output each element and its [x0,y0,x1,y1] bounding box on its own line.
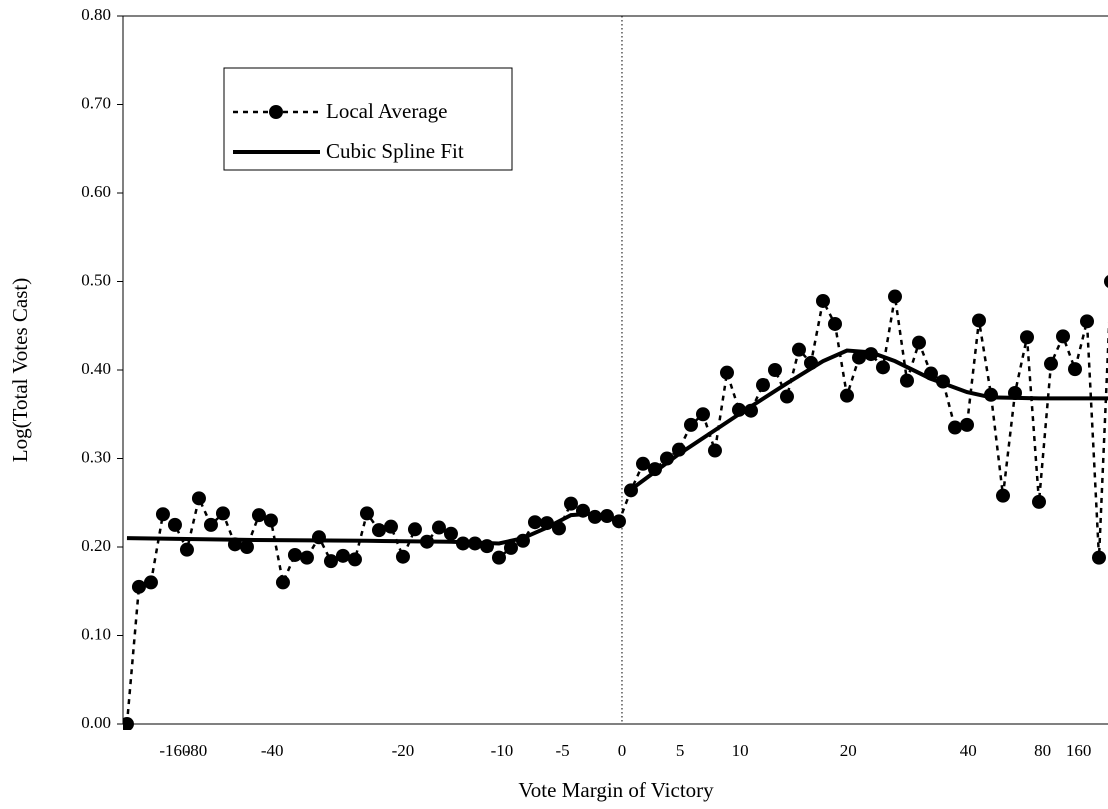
x-tick-label: 20 [840,741,857,760]
data-point [1031,494,1046,509]
x-tick-label: -40 [261,741,284,760]
data-point [131,579,146,594]
x-tick-label: -160 [159,741,190,760]
data-point [791,342,806,357]
data-point [995,488,1010,503]
x-tick-label: -10 [491,741,514,760]
x-tick-label: -5 [555,741,569,760]
x-tick-label: 0 [618,741,627,760]
plot-area [123,16,1108,730]
data-point [335,548,350,563]
x-tick-label: 80 [1034,741,1051,760]
data-point [779,389,794,404]
data-point [1043,356,1058,371]
data-point [123,717,134,730]
legend-label: Local Average [326,99,447,123]
x-tick-label: 10 [732,741,749,760]
legend-label: Cubic Spline Fit [326,139,464,163]
data-point [491,550,506,565]
data-point [707,443,722,458]
data-point [167,517,182,532]
data-point [275,575,290,590]
data-point [1019,330,1034,345]
data-point [875,360,890,375]
data-point [635,456,650,471]
x-tick-label: -20 [392,741,415,760]
data-point [527,515,542,530]
data-point [191,491,206,506]
y-tick-label: 0.40 [81,359,111,378]
data-point [911,335,926,350]
data-point [563,496,578,511]
x-tick-label: 5 [676,741,685,760]
data-point [959,417,974,432]
data-point [263,513,278,528]
y-tick-label: 0.00 [81,713,111,732]
data-point [1067,362,1082,377]
data-point [287,547,302,562]
local-average-line [125,296,1108,725]
data-point [503,540,518,555]
data-point [815,293,830,308]
data-point [215,506,230,521]
data-point [359,506,374,521]
data-point [431,520,446,535]
data-point [683,417,698,432]
x-axis-title: Vote Margin of Victory [518,778,714,802]
y-tick-label: 0.10 [81,624,111,643]
data-point [443,526,458,541]
data-point [947,420,962,435]
data-point [299,550,314,565]
data-point [1104,275,1108,288]
data-point [1079,314,1094,329]
x-tick-label: 160 [1066,741,1092,760]
data-point [203,517,218,532]
data-point [695,407,710,422]
y-tick-label: 0.30 [81,447,111,466]
data-point [899,373,914,388]
data-point [971,313,986,328]
legend-box [223,67,513,171]
data-point [755,378,770,393]
data-point [371,523,386,538]
data-point [407,522,422,537]
y-tick-label: 0.70 [81,93,111,112]
y-tick-label: 0.20 [81,536,111,555]
data-point [155,507,170,522]
data-point [1055,329,1070,344]
data-point [143,575,158,590]
data-point [827,316,842,331]
legend-marker [269,105,283,119]
data-point [323,554,338,569]
data-point [251,508,266,523]
x-tick-label: 40 [960,741,977,760]
x-tick-label: -80 [185,741,208,760]
data-point [179,542,194,557]
spline-line [126,348,1108,546]
data-point [851,350,866,365]
y-tick-label: 0.50 [81,270,111,289]
data-point [383,519,398,534]
y-axis-title: Log(Total Votes Cast) [8,278,32,462]
data-point [239,540,254,554]
data-point [839,388,854,403]
data-point [719,365,734,380]
y-tick-label: 0.80 [81,5,111,24]
data-point [347,552,362,567]
data-point [767,363,782,377]
y-tick-label: 0.60 [81,182,111,201]
data-point [887,289,902,304]
data-point [395,549,410,564]
legend: Local Average Cubic Spline Fit [223,67,513,171]
data-point [1091,550,1106,565]
